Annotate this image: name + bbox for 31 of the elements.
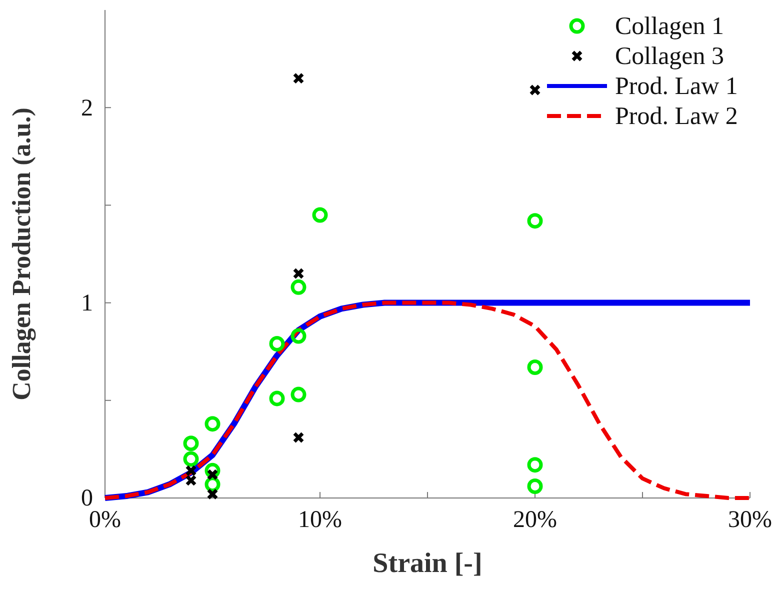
y-tick-label: 1 xyxy=(81,290,93,316)
x-tick-label: 10% xyxy=(298,507,342,534)
point xyxy=(183,451,199,467)
point xyxy=(206,488,218,500)
point xyxy=(185,474,197,486)
point xyxy=(292,72,304,84)
point xyxy=(527,478,543,494)
point xyxy=(269,390,285,406)
point xyxy=(290,328,306,344)
point xyxy=(292,432,304,444)
point xyxy=(292,268,304,280)
x-tick-label: 30% xyxy=(728,507,772,534)
legend-label: Prod. Law 1 xyxy=(615,73,738,100)
x-axis-title: Strain [-] xyxy=(372,548,482,579)
y-axis-title: Collagen Production (a.u.) xyxy=(7,108,36,400)
point xyxy=(529,84,541,96)
point xyxy=(527,359,543,375)
point xyxy=(185,464,197,476)
point xyxy=(290,279,306,295)
legend-label: Prod. Law 2 xyxy=(615,103,738,130)
legend-label: Collagen 1 xyxy=(615,13,724,40)
point xyxy=(269,336,285,352)
point xyxy=(527,457,543,473)
point xyxy=(183,436,199,452)
x-tick-label: 20% xyxy=(513,507,557,534)
point xyxy=(527,213,543,229)
point xyxy=(312,207,328,223)
point xyxy=(204,416,220,432)
point xyxy=(290,386,306,402)
legend-label: Collagen 3 xyxy=(615,43,724,70)
y-tick-label: 2 xyxy=(81,95,93,122)
